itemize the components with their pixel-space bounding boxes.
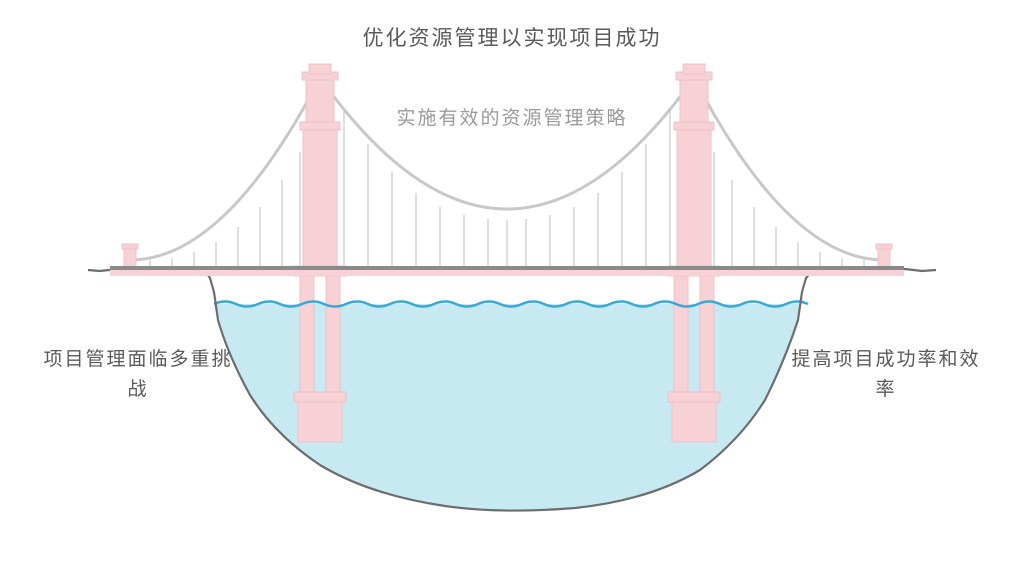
tower-right <box>668 64 720 276</box>
tower-left <box>294 64 346 276</box>
bridge-diagram <box>0 0 1024 564</box>
bridge-deck <box>110 266 904 276</box>
right-caption: 提高项目成功率和效率 <box>786 345 986 406</box>
anchor-left <box>122 244 138 268</box>
left-caption: 项目管理面临多重挑战 <box>38 345 238 406</box>
diagram-title: 优化资源管理以实现项目成功 <box>363 22 662 52</box>
diagram-subtitle: 实施有效的资源管理策略 <box>392 105 632 134</box>
anchor-right <box>876 244 892 268</box>
